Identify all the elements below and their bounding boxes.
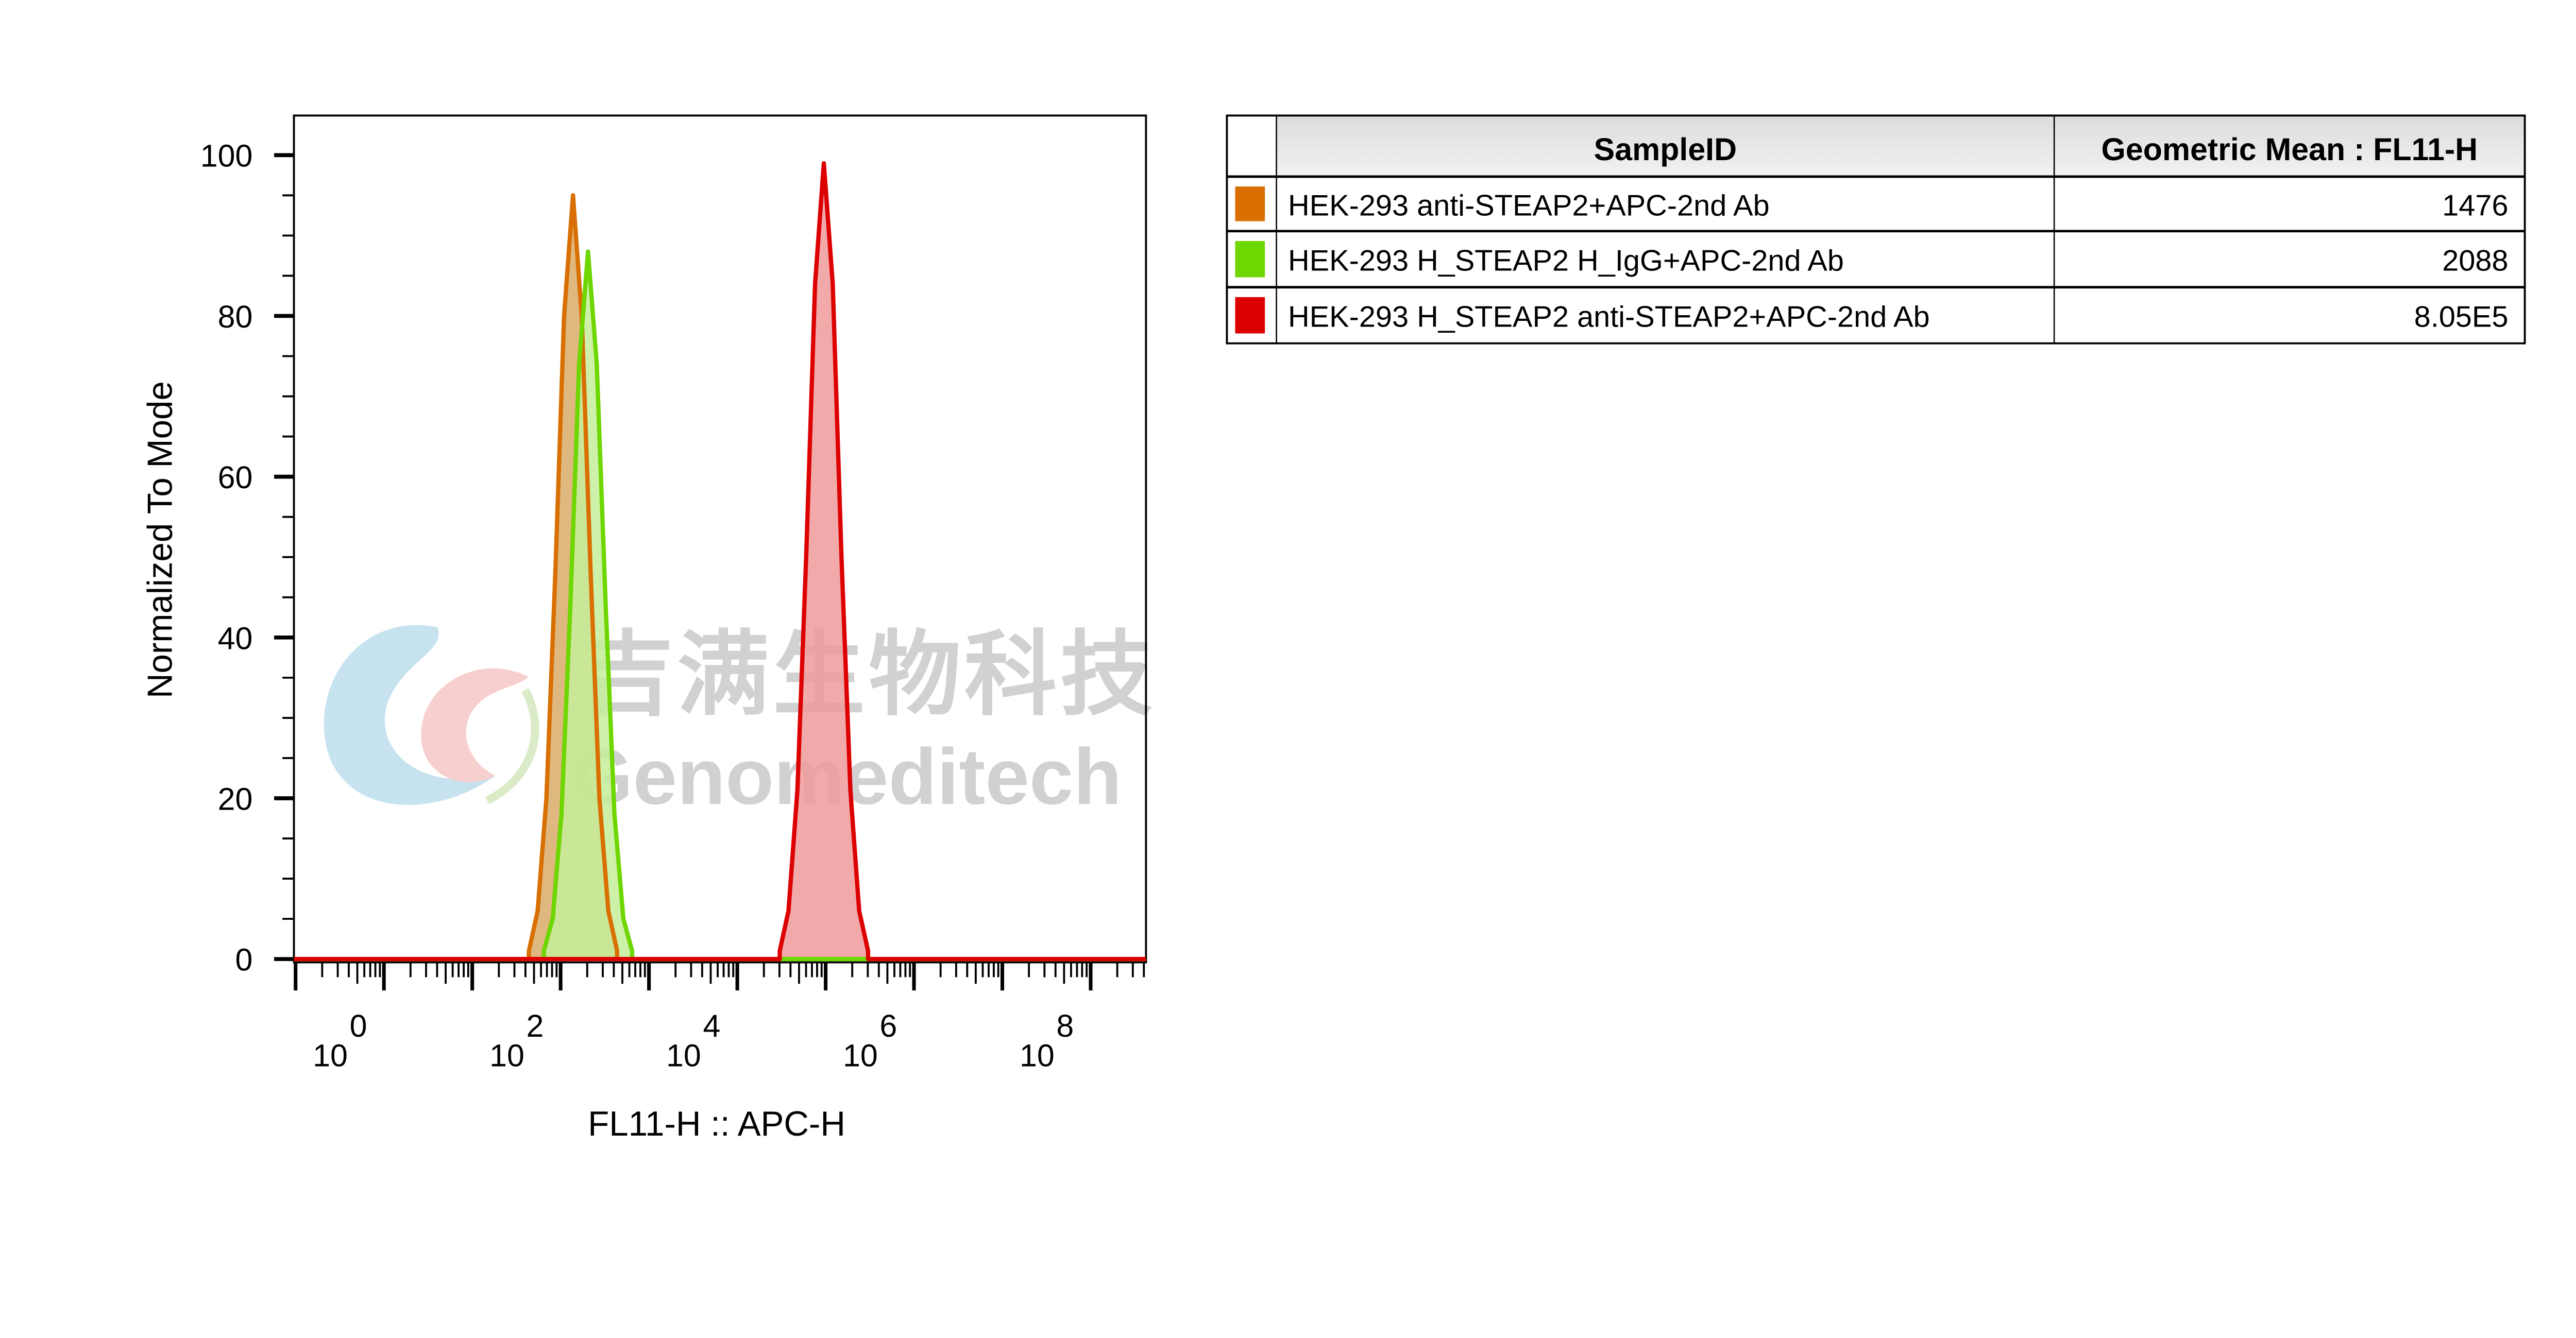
x-tick-label-base: 10 — [1020, 1038, 1055, 1073]
y-tick-label: 40 — [218, 621, 253, 656]
sample-id-cell: HEK-293 H_STEAP2 H_IgG+APC-2nd Ab — [1288, 245, 1844, 278]
x-tick-label-base: 10 — [843, 1038, 878, 1073]
y-tick-label: 20 — [218, 781, 253, 816]
series-line-2 — [294, 161, 1146, 962]
y-tick-label: 0 — [235, 942, 253, 977]
x-tick-label-exponent: 8 — [1056, 1008, 1074, 1043]
geometric-mean-cell: 1476 — [2442, 189, 2508, 222]
series-color-swatch — [1235, 186, 1265, 221]
series-fill-2 — [779, 163, 868, 959]
sample-id-cell: HEK-293 H_STEAP2 anti-STEAP2+APC-2nd Ab — [1288, 301, 1930, 334]
x-tick-label-base: 10 — [313, 1038, 348, 1073]
series-fill-1 — [544, 251, 633, 959]
watermark-logo-icon — [324, 625, 539, 805]
table-row: HEK-293 anti-STEAP2+APC-2nd Ab 1476 — [1235, 186, 2509, 222]
x-tick-label-exponent: 2 — [527, 1008, 544, 1043]
table-header-bg — [1276, 115, 2525, 177]
series-line-1 — [294, 249, 1146, 962]
table-row: HEK-293 H_STEAP2 anti-STEAP2+APC-2nd Ab 8… — [1235, 297, 2509, 334]
watermark: 吉满生物科技 Genomeditech — [324, 624, 1156, 821]
x-tick-label-base: 10 — [666, 1038, 701, 1073]
geometric-mean-cell: 8.05E5 — [2414, 301, 2509, 334]
table-border — [1226, 114, 2526, 345]
statistics-table: SampleID Geometric Mean : FL11-H HEK-293 a… — [1226, 114, 2526, 345]
plot-frame — [293, 114, 1147, 964]
x-tick-label-exponent: 0 — [350, 1008, 367, 1043]
x-tick-label-exponent: 4 — [703, 1008, 720, 1043]
y-tick-label: 60 — [218, 460, 253, 495]
sample-id-cell: HEK-293 anti-STEAP2+APC-2nd Ab — [1288, 189, 1770, 222]
series-line-0 — [294, 193, 1146, 962]
y-tick-label: 100 — [200, 139, 253, 174]
header-geometric-mean: Geometric Mean : FL11-H — [2102, 132, 2478, 167]
flow-histogram-figure: 吉满生物科技 Genomeditech 02040608010010010210… — [141, 114, 2526, 1143]
series-color-swatch — [1235, 241, 1265, 278]
geometric-mean-cell: 2088 — [2442, 245, 2508, 278]
y-axis-label: Normalized To Mode — [141, 381, 179, 698]
x-tick-label-exponent: 6 — [879, 1008, 897, 1043]
table-row: HEK-293 H_STEAP2 H_IgG+APC-2nd Ab 2088 — [1235, 241, 2509, 278]
series-color-swatch — [1235, 297, 1265, 334]
x-axis-label: FL11-H :: APC-H — [588, 1105, 845, 1143]
watermark-chinese: 吉满生物科技 — [581, 624, 1156, 727]
header-sampleid: SampleID — [1594, 132, 1737, 167]
y-tick-label: 80 — [218, 299, 253, 334]
x-tick-label-base: 10 — [489, 1038, 524, 1073]
